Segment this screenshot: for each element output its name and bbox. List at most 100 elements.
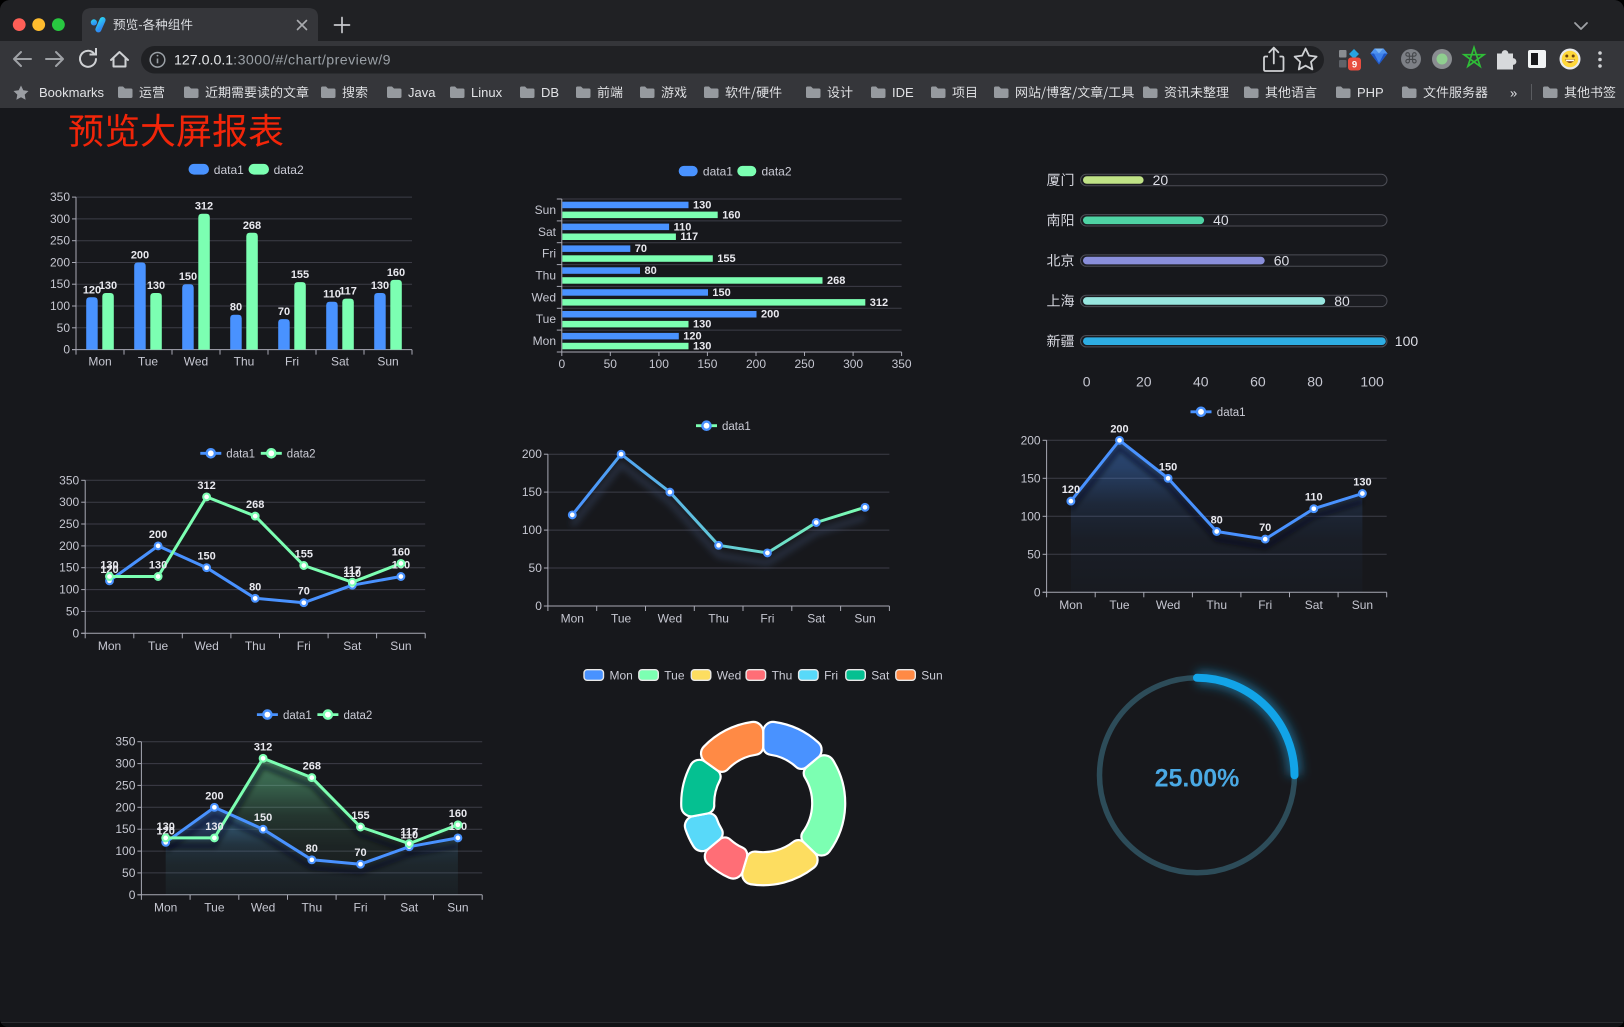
svg-text:Thu: Thu — [1206, 598, 1227, 612]
svg-text:100: 100 — [1360, 374, 1384, 390]
svg-text:Thu: Thu — [535, 269, 556, 283]
svg-text:Wed: Wed — [194, 639, 218, 653]
svg-text:Sat: Sat — [538, 225, 557, 239]
svg-text:130: 130 — [100, 560, 118, 572]
svg-text:100: 100 — [59, 583, 79, 597]
svg-text:0: 0 — [1083, 374, 1091, 390]
svg-text:data2: data2 — [287, 449, 316, 461]
svg-text:250: 250 — [50, 234, 70, 248]
svg-text:200: 200 — [761, 309, 779, 321]
svg-text:350: 350 — [115, 735, 135, 749]
svg-text:312: 312 — [195, 201, 213, 213]
svg-text:250: 250 — [115, 778, 135, 792]
svg-text:Sun: Sun — [1352, 598, 1373, 612]
svg-text:100: 100 — [1395, 333, 1419, 349]
svg-text:250: 250 — [59, 517, 79, 531]
svg-text:130: 130 — [147, 280, 165, 292]
svg-text:120: 120 — [83, 284, 101, 296]
svg-text:50: 50 — [122, 866, 136, 880]
svg-text:DB: DB — [541, 85, 559, 100]
svg-text:130: 130 — [157, 821, 175, 833]
svg-text:130: 130 — [1353, 477, 1371, 489]
svg-text:data1: data1 — [722, 421, 751, 433]
svg-text:20: 20 — [1136, 374, 1152, 390]
svg-text:data1: data1 — [214, 163, 244, 177]
svg-text:110: 110 — [343, 568, 361, 580]
svg-text:300: 300 — [50, 212, 70, 226]
svg-text:Mon: Mon — [561, 612, 584, 626]
svg-text:80: 80 — [1211, 515, 1223, 527]
svg-text:268: 268 — [246, 499, 264, 511]
svg-text:Sat: Sat — [400, 900, 419, 914]
svg-text:150: 150 — [50, 277, 70, 291]
svg-text:150: 150 — [1021, 471, 1041, 485]
svg-text:60: 60 — [1274, 253, 1290, 269]
svg-text:150: 150 — [59, 561, 79, 575]
svg-text:80: 80 — [645, 265, 657, 277]
svg-text:0: 0 — [73, 626, 80, 640]
svg-text:200: 200 — [205, 790, 223, 802]
svg-text:110: 110 — [323, 289, 341, 301]
svg-text:150: 150 — [254, 812, 272, 824]
svg-text:350: 350 — [892, 357, 912, 371]
svg-text:130: 130 — [149, 560, 167, 572]
svg-text:150: 150 — [179, 271, 197, 283]
svg-text:Mon: Mon — [610, 669, 633, 683]
svg-text:Tue: Tue — [204, 900, 225, 914]
svg-text:⌘: ⌘ — [1404, 51, 1419, 68]
svg-text:Sun: Sun — [921, 669, 942, 683]
svg-text:200: 200 — [746, 357, 766, 371]
svg-text:50: 50 — [57, 321, 71, 335]
svg-text:127.0.0.1:3000/#/chart/preview: 127.0.0.1:3000/#/chart/preview/9 — [174, 53, 391, 69]
svg-text:300: 300 — [843, 357, 863, 371]
svg-text:Fri: Fri — [354, 900, 368, 914]
svg-text:20: 20 — [1153, 172, 1169, 188]
svg-text:150: 150 — [115, 822, 135, 836]
svg-text:110: 110 — [400, 830, 418, 842]
svg-text:Wed: Wed — [1156, 598, 1180, 612]
svg-text:100: 100 — [1021, 509, 1041, 523]
svg-text:Tue: Tue — [138, 355, 159, 369]
svg-text:Mon: Mon — [533, 334, 556, 348]
svg-text:300: 300 — [115, 757, 135, 771]
svg-text:Tue: Tue — [611, 612, 632, 626]
svg-text:Fri: Fri — [1258, 598, 1272, 612]
svg-text:data1: data1 — [703, 165, 733, 179]
svg-text:155: 155 — [291, 269, 309, 281]
svg-text:Thu: Thu — [772, 669, 793, 683]
svg-text:Java: Java — [408, 85, 436, 100]
svg-text:Sun: Sun — [447, 900, 468, 914]
svg-text:120: 120 — [100, 564, 118, 576]
svg-text:100: 100 — [50, 299, 70, 313]
svg-text:Fri: Fri — [297, 639, 311, 653]
svg-text:117: 117 — [343, 565, 361, 577]
svg-text:100: 100 — [115, 844, 135, 858]
svg-text:40: 40 — [1193, 374, 1209, 390]
svg-text:Bookmarks: Bookmarks — [39, 85, 105, 100]
svg-text:Sat: Sat — [331, 355, 350, 369]
svg-text:200: 200 — [115, 800, 135, 814]
svg-text:PHP: PHP — [1357, 85, 1384, 100]
svg-text:312: 312 — [254, 741, 272, 753]
svg-text:Tue: Tue — [1109, 598, 1130, 612]
svg-text:Mon: Mon — [98, 639, 121, 653]
svg-text:Wed: Wed — [532, 290, 556, 304]
svg-text:150: 150 — [697, 357, 717, 371]
svg-text:0: 0 — [63, 343, 70, 357]
svg-text:80: 80 — [249, 581, 261, 593]
svg-text:117: 117 — [339, 286, 357, 298]
svg-text:120: 120 — [683, 331, 701, 343]
svg-text:0: 0 — [129, 888, 136, 902]
svg-text:312: 312 — [870, 297, 888, 309]
svg-text:Thu: Thu — [708, 612, 729, 626]
svg-text:Wed: Wed — [184, 355, 208, 369]
svg-text:70: 70 — [278, 306, 290, 318]
svg-text:80: 80 — [1307, 374, 1323, 390]
svg-text:Wed: Wed — [658, 612, 682, 626]
svg-text:9: 9 — [1352, 60, 1357, 71]
svg-text:150: 150 — [1159, 461, 1177, 473]
svg-text:117: 117 — [680, 231, 698, 243]
svg-text:0: 0 — [535, 599, 542, 613]
svg-text:data2: data2 — [762, 165, 792, 179]
svg-text:Sat: Sat — [871, 669, 890, 683]
